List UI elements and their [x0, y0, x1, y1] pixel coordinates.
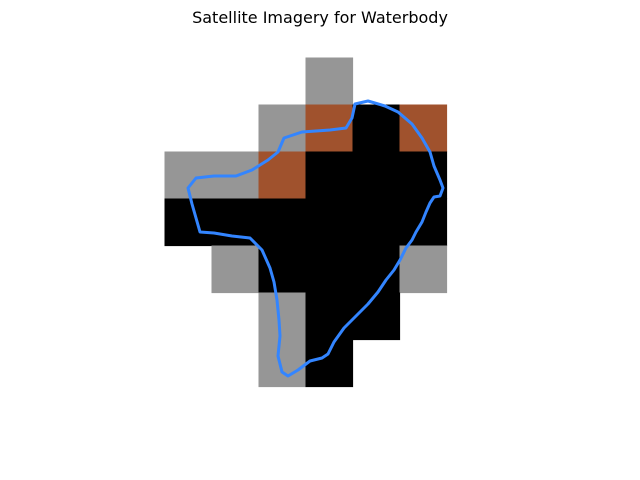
land-pixel — [305, 57, 354, 106]
water-pixel — [352, 292, 401, 341]
water-pixel — [352, 104, 401, 153]
water-pixel — [305, 151, 354, 200]
water-pixel — [258, 198, 307, 247]
pixel-grid — [164, 57, 448, 388]
water-pixel — [352, 198, 401, 247]
water-pixel — [305, 292, 354, 341]
water-pixel — [305, 198, 354, 247]
soil-pixel — [258, 151, 307, 200]
water-pixel — [258, 245, 307, 294]
water-pixel — [352, 245, 401, 294]
land-pixel — [399, 245, 448, 294]
water-pixel — [164, 198, 213, 247]
soil-pixel — [399, 104, 448, 153]
figure-title: Satellite Imagery for Waterbody — [192, 8, 448, 27]
land-pixel — [258, 292, 307, 341]
water-pixel — [305, 339, 354, 388]
land-pixel — [211, 245, 260, 294]
land-pixel — [258, 339, 307, 388]
waterbody-boundary — [186, 99, 445, 378]
water-pixel — [305, 245, 354, 294]
water-pixel — [352, 151, 401, 200]
